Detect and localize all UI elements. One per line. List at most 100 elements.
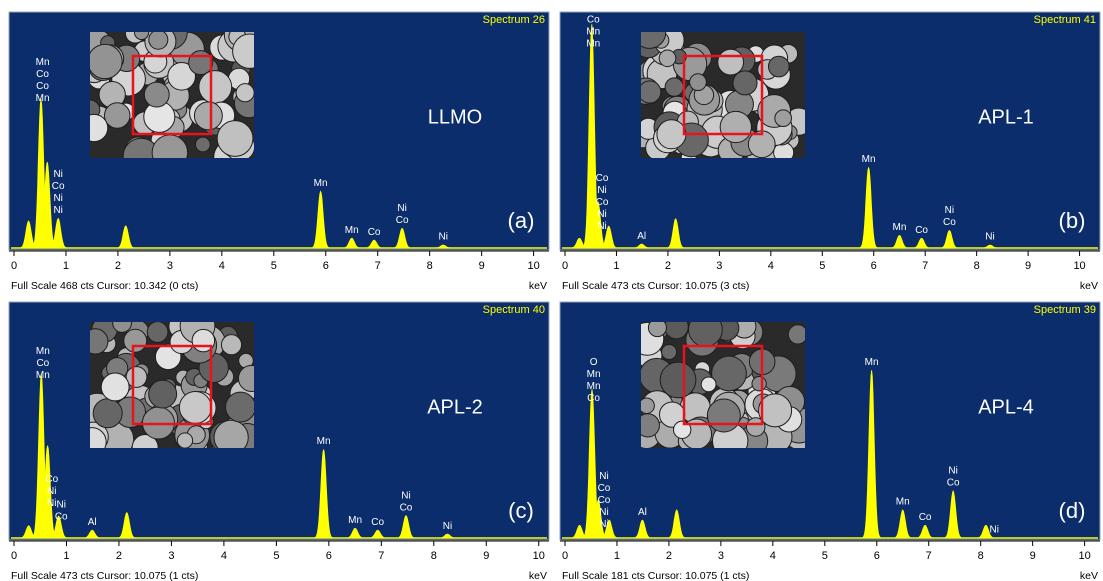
element-label: Ni	[599, 471, 608, 482]
spectrum-title: Spectrum 40	[483, 304, 545, 316]
sem-grain	[104, 102, 131, 129]
sem-grain	[193, 101, 223, 131]
element-label: Co	[915, 225, 928, 236]
sem-grain	[188, 50, 214, 76]
panel-label: (a)	[508, 208, 535, 233]
sem-grain	[658, 49, 677, 68]
sem-grain	[134, 32, 150, 41]
element-label: Co	[587, 393, 600, 404]
sem-grain	[125, 366, 148, 388]
footer: Full Scale 468 cts Cursor: 10.342 (0 cts…	[11, 280, 198, 292]
peak	[939, 229, 960, 249]
element-label: Co	[598, 483, 611, 494]
sem-grain	[719, 110, 752, 144]
footer: Full Scale 473 cts Cursor: 10.075 (3 cts…	[562, 280, 749, 292]
x-tick-label: 2	[666, 550, 672, 562]
element-label: Mn	[317, 436, 331, 447]
peak	[598, 225, 619, 249]
x-tick-label: 6	[326, 550, 332, 562]
sem-grain	[647, 322, 667, 338]
peak	[48, 515, 70, 539]
x-tick-label: 10	[527, 260, 539, 272]
peak	[914, 524, 936, 539]
element-label: Ni	[989, 525, 998, 536]
x-tick-label: 1	[63, 550, 69, 562]
sem-image	[641, 32, 805, 158]
panel-label: (b)	[1059, 208, 1086, 233]
sem-highlight	[131, 344, 213, 426]
sem-highlight	[682, 54, 764, 136]
sem-grain	[232, 33, 254, 69]
x-tick-label: 7	[378, 550, 384, 562]
peak	[115, 225, 137, 249]
element-label: Mn	[896, 497, 910, 508]
peak	[979, 244, 1001, 249]
sem-image	[90, 32, 254, 158]
peak	[47, 217, 69, 249]
element-label: Co	[36, 69, 49, 80]
x-tick-label: 0	[11, 550, 17, 562]
sem-grain	[194, 136, 211, 153]
peak	[81, 529, 103, 539]
element-label: Ni	[443, 521, 452, 532]
element-label: Co	[596, 173, 609, 184]
sample-label: APL-2	[427, 396, 483, 418]
x-tick-label: 5	[822, 550, 828, 562]
element-label: Mn	[36, 57, 50, 68]
sem-grain	[767, 55, 790, 78]
element-label: Al	[88, 517, 97, 528]
element-label: Mn	[36, 346, 50, 357]
x-tick-label: 9	[1030, 550, 1036, 562]
peak	[437, 533, 458, 539]
sem-grain	[641, 397, 655, 414]
footer: Full Scale 181 cts Cursor: 10.075 (1 cts…	[562, 570, 749, 581]
element-label: Mn	[36, 93, 50, 104]
element-label: Co	[598, 495, 611, 506]
sem-grain	[641, 32, 667, 49]
peak	[391, 227, 413, 249]
sem-grain	[216, 120, 254, 157]
sample-label: LLMO	[428, 106, 482, 128]
element-label: Al	[637, 231, 646, 242]
sem-grain	[92, 398, 123, 429]
x-tick-label: 9	[479, 260, 485, 272]
spectrum-title: Spectrum 39	[1034, 304, 1096, 316]
element-label: Ni	[53, 205, 62, 216]
peak	[116, 512, 138, 539]
element-label: Mn	[586, 27, 600, 38]
element-label: Ni	[597, 209, 606, 220]
sem-image	[90, 322, 254, 448]
element-label: Co	[947, 478, 960, 489]
sem-grain	[717, 48, 745, 76]
element-label: Ni	[53, 169, 62, 180]
x-tick-label: 0	[562, 550, 568, 562]
x-tick-label: 9	[483, 550, 489, 562]
sem-grain	[656, 119, 687, 150]
peak	[858, 167, 879, 249]
element-label: Ni	[438, 232, 447, 243]
sem-grain	[664, 77, 684, 97]
x-tick-label: 8	[431, 550, 437, 562]
x-tick-label: 7	[375, 260, 381, 272]
sem-grain	[146, 322, 169, 343]
sem-grain	[235, 83, 254, 103]
sem-highlight	[131, 54, 213, 136]
x-axis-label: keV	[529, 570, 547, 581]
element-label: O	[590, 357, 598, 368]
element-label: Ni	[57, 499, 66, 510]
sem-grain	[143, 81, 170, 108]
sem-grain	[90, 43, 123, 80]
element-label: Ni	[985, 232, 994, 243]
sem-grain	[90, 427, 107, 448]
element-label: Co	[45, 474, 58, 485]
spectrum-title: Spectrum 26	[483, 14, 545, 26]
element-label: Mn	[893, 222, 907, 233]
peak	[861, 370, 883, 539]
peak	[632, 519, 653, 539]
sem-grain	[213, 419, 249, 448]
x-tick-label: 2	[115, 260, 121, 272]
sem-grain	[220, 334, 243, 356]
x-tick-label: 0	[11, 260, 17, 272]
element-label: Co	[587, 15, 600, 26]
